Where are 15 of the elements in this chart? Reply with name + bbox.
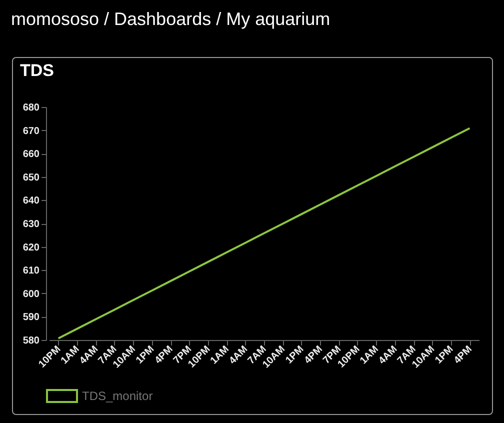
y-tick-label: 620	[22, 242, 40, 254]
line-series	[57, 127, 471, 340]
y-tick-label: 600	[22, 288, 40, 300]
y-tick-label: 630	[22, 219, 40, 230]
y-tick-label: 670	[22, 126, 40, 137]
chart-title: TDS	[20, 61, 54, 80]
y-tick-label: 660	[22, 149, 40, 160]
legend-label: TDS_monitor	[82, 389, 153, 403]
y-tick-label: 650	[22, 172, 40, 184]
y-tick-label: 680	[22, 102, 40, 114]
y-tick-label: 640	[22, 196, 40, 207]
y-tick-label: 580	[22, 336, 40, 346]
y-tick-label: 590	[22, 312, 40, 324]
y-tick-label: 610	[22, 266, 40, 277]
text: momososo / Dashboards / My aquarium	[11, 9, 330, 30]
